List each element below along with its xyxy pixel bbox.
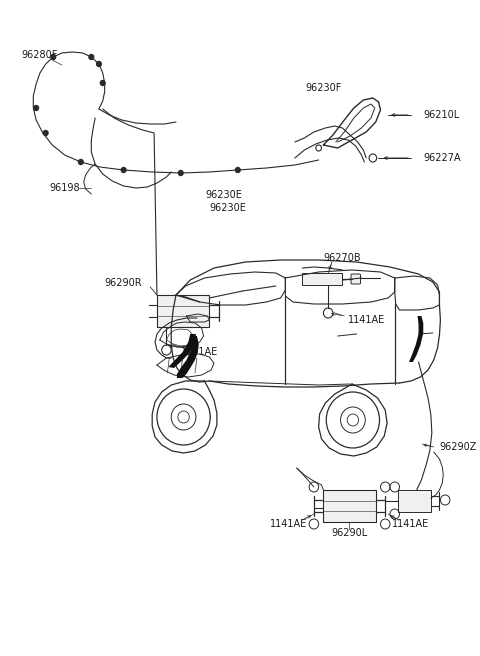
Polygon shape	[177, 336, 199, 378]
Circle shape	[179, 171, 183, 176]
Text: 96210L: 96210L	[423, 110, 459, 120]
Text: 96198: 96198	[49, 183, 80, 193]
Text: 96270B: 96270B	[324, 253, 361, 263]
Circle shape	[121, 167, 126, 173]
Circle shape	[89, 54, 94, 60]
Text: 96230E: 96230E	[205, 190, 242, 200]
Text: 96227A: 96227A	[423, 153, 461, 163]
Text: 96230F: 96230F	[305, 83, 342, 93]
Circle shape	[34, 106, 38, 110]
Circle shape	[78, 159, 83, 165]
FancyBboxPatch shape	[324, 490, 376, 522]
Polygon shape	[168, 334, 196, 368]
Circle shape	[100, 81, 105, 85]
Polygon shape	[409, 316, 423, 362]
Text: 96290L: 96290L	[331, 528, 367, 538]
Text: 96230E: 96230E	[210, 203, 247, 213]
Circle shape	[235, 167, 240, 173]
FancyBboxPatch shape	[157, 295, 209, 327]
FancyBboxPatch shape	[397, 490, 431, 512]
Circle shape	[51, 54, 56, 60]
Text: 1141AE: 1141AE	[270, 519, 307, 529]
Text: 1141AE: 1141AE	[392, 519, 430, 529]
FancyBboxPatch shape	[302, 273, 342, 285]
Text: 1141AE: 1141AE	[348, 315, 385, 325]
Text: 1141AE: 1141AE	[181, 347, 218, 357]
Circle shape	[43, 131, 48, 136]
Text: 96280F: 96280F	[22, 50, 58, 60]
FancyBboxPatch shape	[351, 274, 360, 284]
Circle shape	[96, 62, 101, 66]
Text: 96290Z: 96290Z	[440, 442, 477, 452]
Text: 96290R: 96290R	[105, 278, 143, 288]
